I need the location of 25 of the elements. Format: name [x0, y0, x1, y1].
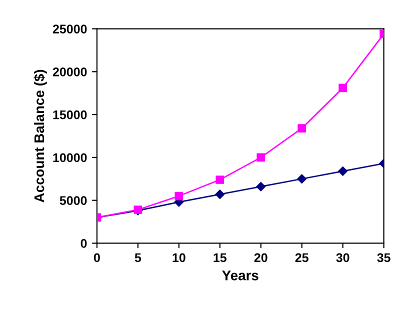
y-tick-label: 5000: [60, 196, 87, 205]
x-tick-label: 35: [377, 253, 390, 262]
y-tick-label: 25000: [52, 24, 87, 34]
point: [215, 190, 225, 199]
point: [256, 153, 266, 162]
x-axis-title: Years: [222, 270, 258, 280]
x-tick-label: 30: [336, 253, 350, 262]
point: [174, 192, 184, 200]
x-tick-label: 0: [94, 253, 100, 262]
point: [297, 174, 306, 184]
y-tick-label: 0: [80, 239, 87, 248]
x-tick-label: 5: [134, 253, 142, 262]
x-tick-label: 15: [214, 253, 226, 262]
point: [298, 124, 306, 132]
point: [216, 176, 224, 184]
point: [338, 84, 347, 92]
x-tick-label: 20: [254, 253, 268, 262]
point: [338, 166, 348, 176]
x-tick-label: 25: [295, 253, 308, 262]
y-tick-label: 20000: [52, 67, 87, 76]
y-tick-label: 10000: [53, 153, 87, 162]
point: [256, 182, 266, 192]
y-tick-label: 15000: [53, 110, 87, 120]
y-axis-title: Account Balance ($): [34, 70, 47, 202]
x-tick-label: 10: [172, 253, 186, 262]
